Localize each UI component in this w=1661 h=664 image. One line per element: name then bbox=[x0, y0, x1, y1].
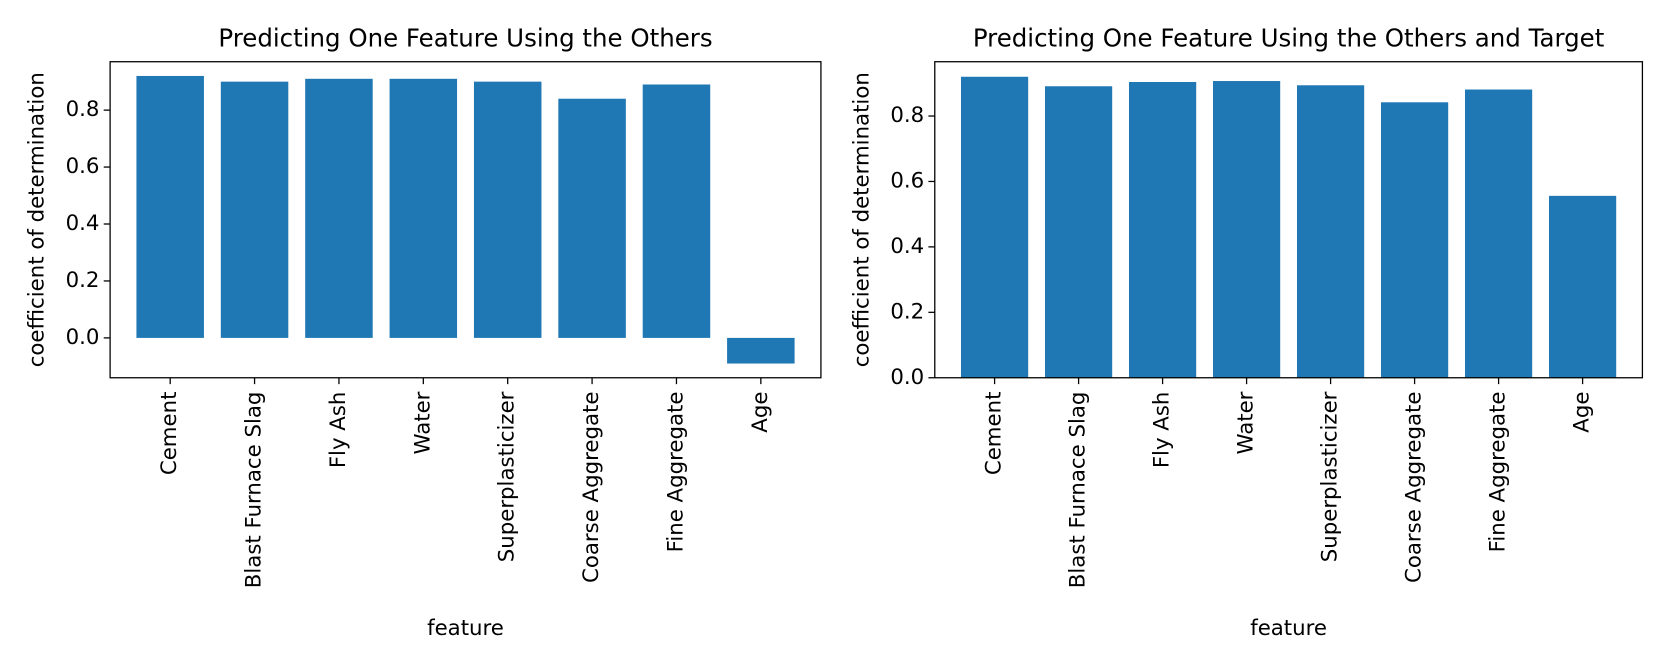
x-tick-label: Fine Aggregate bbox=[663, 392, 688, 553]
x-axis-label: feature bbox=[427, 616, 504, 641]
y-tick-label: 0.0 bbox=[890, 365, 924, 390]
plot-frame bbox=[109, 61, 822, 379]
y-tick-label: 0.4 bbox=[890, 234, 924, 259]
x-tick-label: Coarse Aggregate bbox=[1402, 392, 1427, 583]
x-tick-label: Water bbox=[410, 391, 435, 454]
x-tick-label: Fly Ash bbox=[326, 392, 351, 469]
x-tick-label: Fly Ash bbox=[1150, 392, 1175, 469]
y-axis-label: coefficient of determination bbox=[25, 72, 50, 367]
x-tick-label: Blast Furnace Slag bbox=[242, 392, 267, 589]
bar bbox=[220, 81, 289, 338]
x-tick-label: Fine Aggregate bbox=[1486, 392, 1511, 553]
bar bbox=[389, 78, 458, 338]
bar bbox=[305, 78, 373, 338]
bar bbox=[727, 337, 795, 364]
x-tick-label: Blast Furnace Slag bbox=[1066, 392, 1091, 589]
bar bbox=[1464, 89, 1533, 378]
x-tick-label: Superplasticizer bbox=[1318, 391, 1343, 562]
bar bbox=[1212, 81, 1281, 378]
y-tick-label: 0.6 bbox=[890, 168, 924, 193]
chart-title: Predicting One Feature Using the Others … bbox=[973, 23, 1605, 52]
x-tick-label: Age bbox=[748, 392, 773, 433]
bar bbox=[1380, 102, 1449, 378]
plot-frame bbox=[934, 61, 1644, 379]
bar bbox=[136, 75, 204, 338]
y-tick-label: 0.6 bbox=[66, 154, 100, 179]
x-tick-label: Coarse Aggregate bbox=[579, 392, 604, 583]
bar bbox=[642, 84, 711, 338]
y-tick-label: 0.2 bbox=[66, 268, 100, 293]
x-tick-label: Superplasticizer bbox=[495, 391, 520, 562]
y-tick-label: 0.8 bbox=[66, 97, 100, 122]
x-tick-label: Cement bbox=[982, 392, 1007, 476]
x-tick-label: Age bbox=[1570, 392, 1595, 433]
bar bbox=[960, 76, 1029, 378]
x-axis-label: feature bbox=[1250, 616, 1327, 641]
x-tick-label: Water bbox=[1234, 391, 1259, 454]
y-tick-label: 0.2 bbox=[890, 299, 924, 324]
bar bbox=[473, 81, 542, 338]
y-axis-label: coefficient of determination bbox=[849, 72, 874, 367]
bar bbox=[1128, 82, 1197, 378]
bar bbox=[1296, 85, 1365, 378]
x-tick-label: Cement bbox=[157, 392, 182, 476]
bar bbox=[1044, 86, 1113, 378]
bar bbox=[1549, 195, 1617, 378]
chart-title: Predicting One Feature Using the Others bbox=[218, 23, 712, 52]
y-tick-label: 0.4 bbox=[66, 211, 100, 236]
y-tick-label: 0.8 bbox=[890, 103, 924, 128]
y-tick-label: 0.0 bbox=[66, 325, 100, 350]
bar bbox=[558, 98, 626, 338]
